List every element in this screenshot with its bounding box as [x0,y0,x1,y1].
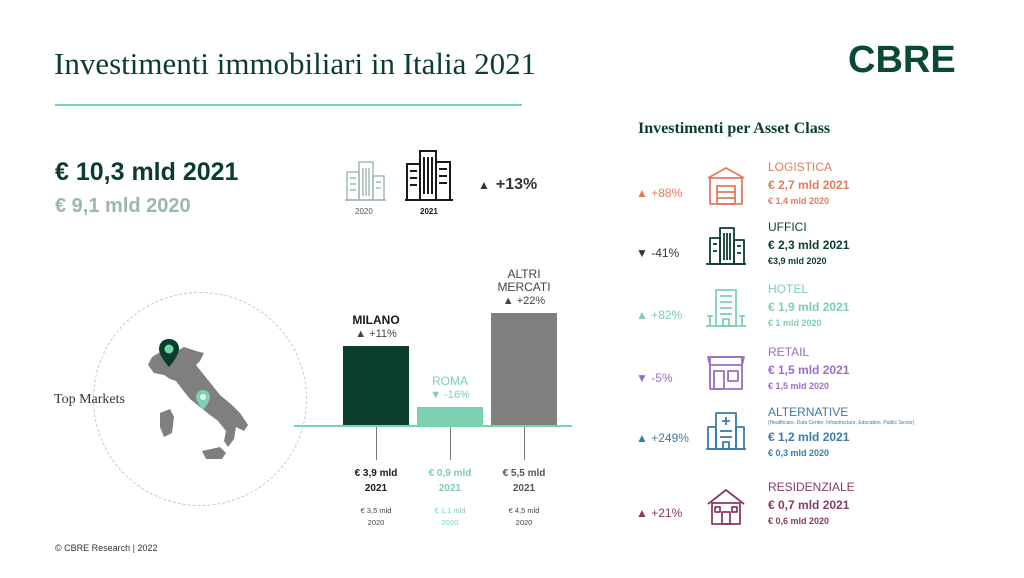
rome-pin-icon [196,390,210,410]
asset-change-residenziale: ▲ +21% [636,506,683,520]
bar-drop-line [524,427,525,460]
bar-category-label: ALTRI MERCATI [497,267,551,294]
asset-change-uffici: ▼ -41% [636,246,680,260]
warehouse-icon [704,164,748,208]
bar-roma [417,407,483,425]
asset-change-alternative: ▲ +249% [636,431,689,445]
asset-value-2020-logistica: € 1,4 mld 2020 [768,196,830,206]
asset-class-title: Investimenti per Asset Class [638,120,831,137]
bar-change-label: ▼ -16% [430,389,470,401]
cbre-logo: CBRE [848,39,956,81]
bar-drop-line [376,427,377,460]
bar-change-label: ▲ +22% [502,295,546,307]
asset-value-2020-alternative: € 0,3 mld 2020 [768,448,830,458]
milan-pin-icon [159,339,179,367]
asset-value-2021-hotel: € 1,9 mld 2021 [768,300,850,314]
asset-value-2020-residenziale: € 0,6 mld 2020 [768,516,830,526]
asset-value-2021-uffici: € 2,3 mld 2021 [768,238,850,252]
asset-change-retail: ▼ -5% [636,371,673,385]
bar-category-label: ROMA [432,374,468,388]
asset-subtitle-alternative: (Healthcare, Data Center, Infrastructure… [768,420,915,426]
asset-name-hotel: HOTEL [768,282,809,296]
value-2021-label: € 3,9 mld 2021 [354,468,398,494]
bar-drop-line [450,427,451,460]
asset-name-uffici: UFFICI [768,220,807,234]
asset-change-hotel: ▲ +82% [636,308,683,322]
map-circle [93,292,307,506]
bar-category-label: MILANO [352,313,400,327]
total-2020: € 9,1 mld 2020 [55,195,191,217]
bar-altri-mercati [491,313,557,425]
buildings-2020-icon [345,161,386,201]
bar-milano [343,346,409,425]
office-building-icon [704,224,748,268]
hotel-icon [704,286,748,330]
year-2020-label: 2020 [355,207,373,216]
asset-value-2020-retail: € 1,5 mld 2020 [768,381,830,391]
asset-name-logistica: LOGISTICA [768,160,833,174]
value-2020-label: € 4,5 mld 2020 [508,506,540,527]
total-growth: ▲ +13% [478,176,537,194]
asset-value-2021-residenziale: € 0,7 mld 2021 [768,498,850,512]
total-2021: € 10,3 mld 2021 [55,158,239,186]
asset-value-2020-hotel: € 1 mld 2020 [768,318,822,328]
value-2020-label: € 1,1 mld 2020 [434,506,466,527]
asset-name-retail: RETAIL [768,345,810,359]
value-2021-label: € 5,5 mld 2021 [502,468,546,494]
footer-copyright: © CBRE Research | 2022 [55,543,158,553]
chart-baseline [294,425,572,427]
shop-icon [704,349,748,393]
house-icon [704,484,748,528]
asset-name-residenziale: RESIDENZIALE [768,480,855,494]
asset-value-2021-logistica: € 2,7 mld 2021 [768,178,850,192]
year-2021-label: 2021 [420,207,438,216]
total-growth-value: +13% [495,176,538,193]
asset-value-2021-retail: € 1,5 mld 2021 [768,363,850,377]
page-title: Investimenti immobiliari in Italia 2021 [54,46,537,81]
hospital-icon [704,409,748,453]
title-underline [55,104,522,106]
bar-change-label: ▲ +11% [355,328,397,340]
asset-change-logistica: ▲ +88% [636,186,683,200]
top-markets-label: Top Markets [54,392,125,407]
asset-value-2021-alternative: € 1,2 mld 2021 [768,430,850,444]
value-2021-label: € 0,9 mld 2021 [428,468,472,494]
asset-value-2020-uffici: €3,9 mld 2020 [768,256,827,266]
buildings-2021-icon [405,150,453,201]
asset-name-alternative: ALTERNATIVE [768,405,849,419]
up-arrow-icon: ▲ [478,178,490,192]
value-2020-label: € 3,5 mld 2020 [360,506,392,527]
